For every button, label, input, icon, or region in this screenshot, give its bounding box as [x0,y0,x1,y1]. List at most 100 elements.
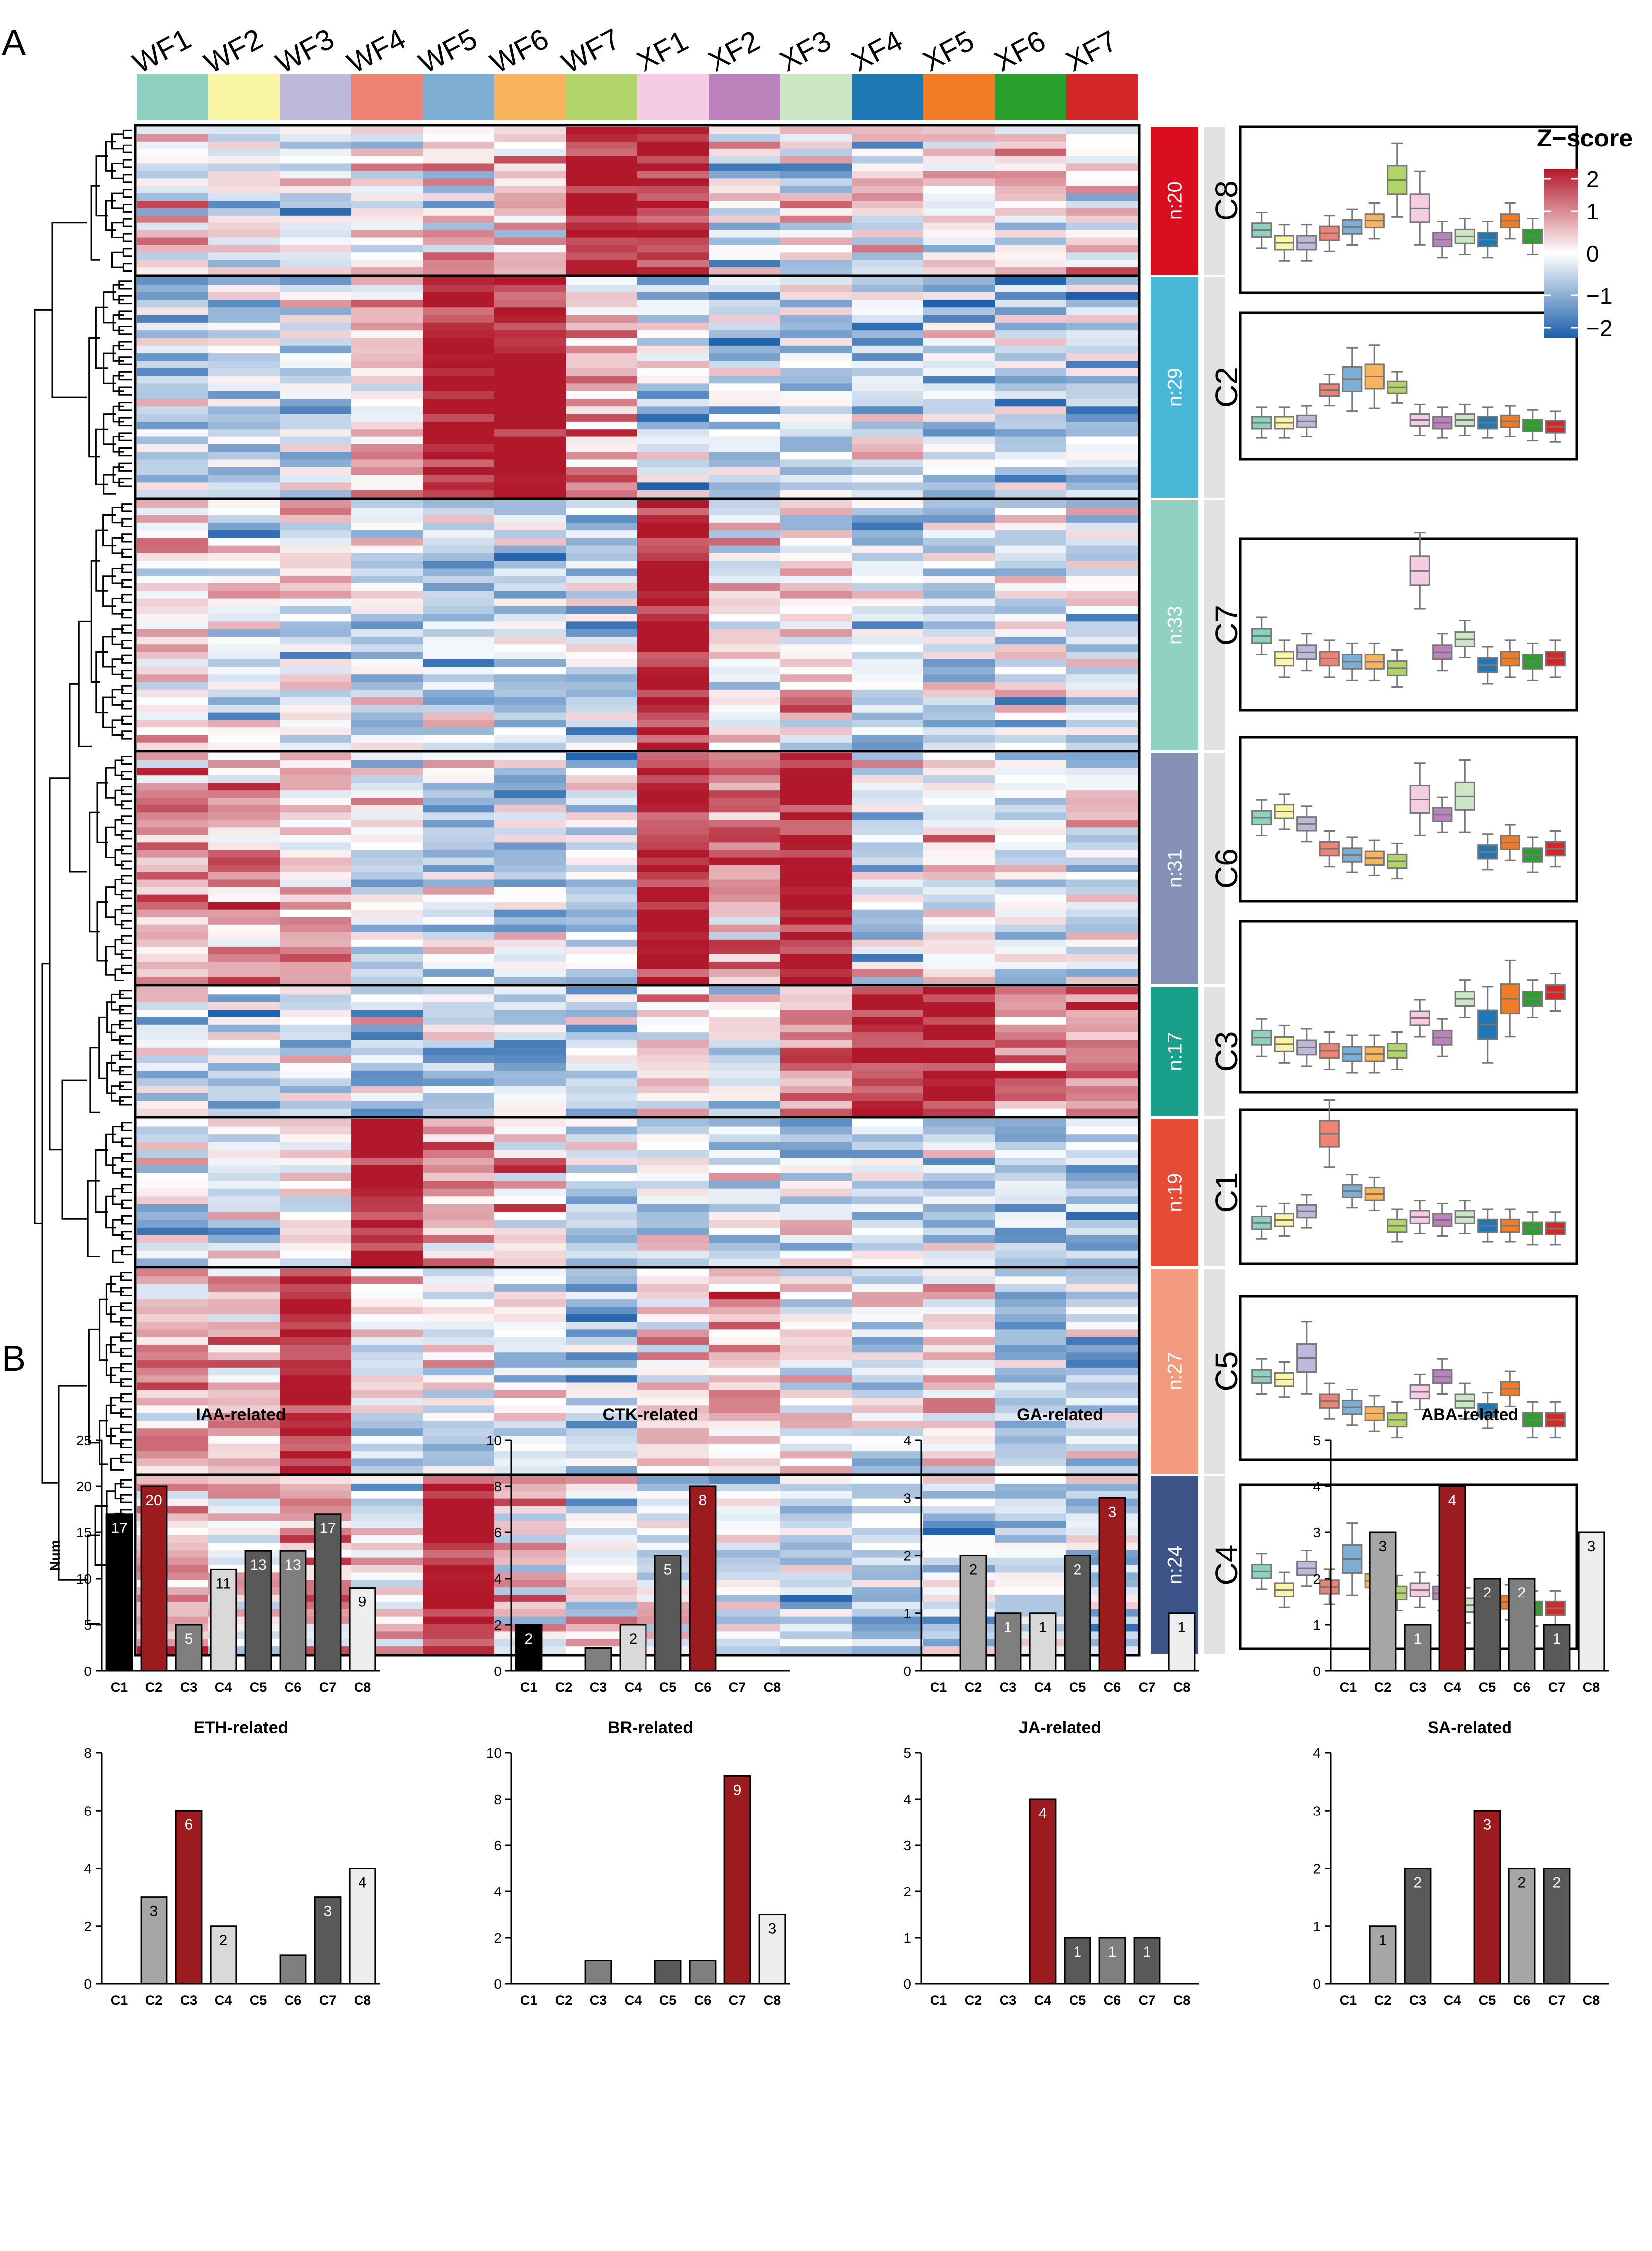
heatmap-cell [852,215,924,223]
heatmap-cell [709,515,781,523]
heatmap-cell [709,674,781,683]
heatmap-cell [494,459,566,468]
heatmap-cell [709,1528,781,1536]
heatmap-cell [494,1165,566,1174]
heatmap-cell [351,1375,423,1383]
bar [1098,1937,1126,1985]
x-tick-label: C4 [1034,1680,1052,1695]
heatmap-cell [423,1483,495,1492]
heatmap-cell [852,835,924,843]
heatmap-cell [494,1420,566,1429]
heatmap-cell [709,1375,781,1383]
heatmap-cell [923,994,995,1003]
heatmap-cell [208,742,280,751]
heatmap-cell [1066,1142,1138,1151]
heatmap-cell [351,538,423,546]
heatmap-cell [852,475,924,483]
heatmap-cell [423,134,495,142]
heatmap-cell [709,490,781,498]
heatmap-cell [494,538,566,546]
heatmap-cell [280,753,352,761]
heatmap-cell [923,285,995,293]
boxplot-panel [1239,1108,1578,1265]
heatmap-cell [208,872,280,880]
heatmap-cell [1066,178,1138,186]
heatmap-cell [995,1188,1067,1197]
cluster-color-bar [1151,753,1198,984]
heatmap-cell [923,245,995,253]
heatmap-cell [494,583,566,591]
heatmap-cell [280,156,352,164]
heatmap-cell [995,1382,1067,1391]
heatmap-cell [780,987,852,995]
heatmap-cell [351,1108,423,1117]
heatmap-cell [923,193,995,201]
heatmap-cell [1066,452,1138,460]
heatmap-cell [852,629,924,637]
heatmap-cell [923,1476,995,1484]
heatmap-cell [995,299,1067,308]
heatmap-cell [494,1227,566,1236]
heatmap-cell [280,727,352,736]
heatmap-cell [995,682,1067,690]
heatmap-cell [280,939,352,947]
heatmap-cell [351,946,423,955]
heatmap-cell [709,148,781,157]
heatmap-cell [637,376,709,384]
heatmap-cell [995,230,1067,238]
heatmap-cell [923,1506,995,1514]
heatmap-cell [709,735,781,743]
heatmap-cell [280,961,352,970]
heatmap-cell [423,857,495,866]
heatmap-cell [208,768,280,776]
heatmap-cell [709,629,781,637]
x-tick-label: C8 [354,1680,371,1695]
heatmap-cell [709,1258,781,1267]
heatmap-cell [780,1165,852,1174]
heatmap-cell [995,1276,1067,1285]
x-tick-label: C7 [1139,1993,1156,2008]
heatmap-cell [852,1002,924,1010]
heatmap-cell [566,553,638,561]
heatmap-cell [923,1491,995,1499]
heatmap-cell [208,1299,280,1307]
heatmap-cell [923,1063,995,1071]
heatmap-cell [780,1070,852,1079]
heatmap-cell [637,735,709,743]
heatmap-cell [208,215,280,223]
heatmap-cell [423,1196,495,1205]
heatmap-cell [494,667,566,675]
heatmap-cell [208,1337,280,1345]
heatmap-cell [780,171,852,179]
heatmap-cell [208,576,280,584]
heatmap-cell [1066,1337,1138,1345]
heatmap-cell [208,285,280,293]
heatmap-cell [852,827,924,835]
heatmap-cell [709,1086,781,1094]
heatmap-cell [137,127,209,135]
heatmap-cell [137,522,209,531]
heatmap-cell [923,292,995,300]
heatmap-cell [494,887,566,895]
heatmap-cell [709,406,781,415]
heatmap-cell [709,994,781,1003]
heatmap-cell [1066,508,1138,516]
heatmap-cell [852,720,924,728]
heatmap-cell [852,1557,924,1566]
heatmap-cell [280,500,352,508]
heatmap-cell [1066,277,1138,285]
heatmap-cell [351,583,423,591]
heatmap-cell [137,391,209,399]
heatmap-cell [351,260,423,268]
heatmap-cell [280,879,352,888]
heatmap-cell [1066,1491,1138,1499]
heatmap-cell [995,674,1067,683]
heatmap-cell [423,1646,495,1654]
heatmap-cell [709,812,781,820]
heatmap-cell [566,1063,638,1071]
heatmap-cell [423,383,495,392]
heatmap-cell [780,705,852,713]
heatmap-cell [137,1070,209,1079]
heatmap-cell [780,712,852,721]
